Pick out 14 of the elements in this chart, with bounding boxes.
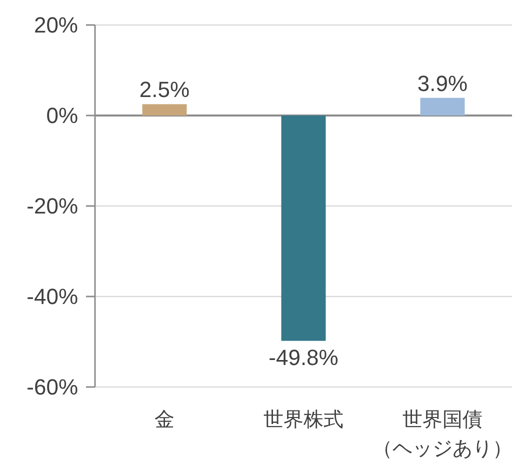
y-tick-label: 20% <box>34 12 78 38</box>
bar <box>420 98 465 116</box>
x-tick-label: 世界株式 <box>264 409 344 431</box>
bar <box>281 116 326 341</box>
y-tick-label: 0% <box>46 103 78 128</box>
y-tick-label: -20% <box>26 194 78 218</box>
data-label: -49.8% <box>268 344 338 370</box>
x-tick-label: 世界国債（ヘッジあり） <box>372 409 512 460</box>
data-label: 3.9% <box>417 70 468 96</box>
x-tick-label: 金 <box>154 409 174 431</box>
bar <box>142 104 187 116</box>
data-label: 2.5% <box>139 77 190 102</box>
y-tick-label: -60% <box>26 374 78 400</box>
y-tick-label: -40% <box>26 284 78 309</box>
